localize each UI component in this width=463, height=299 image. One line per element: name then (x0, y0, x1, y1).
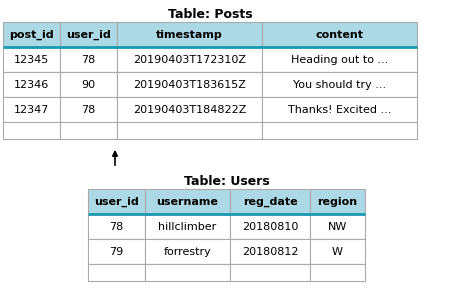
Text: timestamp: timestamp (156, 30, 223, 40)
Bar (117, 122, 262, 139)
Bar (60, 48, 117, 72)
Bar (230, 189, 310, 214)
Bar (262, 72, 417, 97)
Bar (310, 264, 365, 281)
Bar (3, 22, 60, 48)
Bar (145, 264, 230, 281)
Text: forrestry: forrestry (163, 247, 212, 257)
Text: 78: 78 (81, 105, 96, 115)
Text: 12347: 12347 (14, 105, 49, 115)
Bar (3, 97, 60, 122)
Text: username: username (156, 197, 219, 207)
Text: Thanks! Excited ...: Thanks! Excited ... (288, 105, 391, 115)
Bar (117, 97, 262, 122)
Bar (310, 214, 365, 239)
Bar (262, 48, 417, 72)
Text: Table: Posts: Table: Posts (168, 8, 252, 21)
Text: 12345: 12345 (14, 55, 49, 65)
Bar (3, 72, 60, 97)
Bar (262, 97, 417, 122)
Bar (145, 214, 230, 239)
Bar (88, 189, 145, 214)
Text: Table: Users: Table: Users (184, 175, 269, 188)
Text: 79: 79 (109, 247, 124, 257)
Bar (3, 122, 60, 139)
Bar (230, 214, 310, 239)
Text: 78: 78 (109, 222, 124, 232)
Text: 12346: 12346 (14, 80, 49, 90)
Text: 90: 90 (81, 80, 95, 90)
Text: 20190403T172310Z: 20190403T172310Z (133, 55, 246, 65)
Text: user_id: user_id (94, 197, 139, 207)
Text: 20190403T184822Z: 20190403T184822Z (133, 105, 246, 115)
Bar (310, 239, 365, 264)
Bar (3, 48, 60, 72)
Bar (60, 97, 117, 122)
Text: user_id: user_id (66, 30, 111, 40)
Bar (310, 189, 365, 214)
Text: W: W (332, 247, 343, 257)
Bar (88, 264, 145, 281)
Bar (117, 72, 262, 97)
Bar (117, 48, 262, 72)
Bar (60, 72, 117, 97)
Bar (262, 122, 417, 139)
Text: 20190403T183615Z: 20190403T183615Z (133, 80, 246, 90)
Text: hillclimber: hillclimber (158, 222, 217, 232)
Text: You should try ...: You should try ... (293, 80, 386, 90)
Bar (88, 239, 145, 264)
Text: region: region (318, 197, 357, 207)
Text: 20180812: 20180812 (242, 247, 298, 257)
Bar (230, 239, 310, 264)
Text: NW: NW (328, 222, 347, 232)
Text: 78: 78 (81, 55, 96, 65)
Text: 20180810: 20180810 (242, 222, 298, 232)
Bar (145, 239, 230, 264)
Bar (145, 189, 230, 214)
Bar (60, 22, 117, 48)
Bar (262, 22, 417, 48)
Text: content: content (315, 30, 363, 40)
Bar (88, 214, 145, 239)
Text: post_id: post_id (9, 30, 54, 40)
Bar (230, 264, 310, 281)
Bar (60, 122, 117, 139)
Text: reg_date: reg_date (243, 197, 297, 207)
Bar (117, 22, 262, 48)
Text: Heading out to ...: Heading out to ... (291, 55, 388, 65)
